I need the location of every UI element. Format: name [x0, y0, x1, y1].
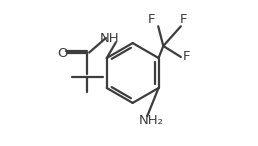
Text: F: F [180, 13, 188, 26]
Text: O: O [57, 47, 67, 60]
Text: F: F [183, 50, 190, 63]
Text: F: F [148, 13, 155, 26]
Text: NH: NH [100, 32, 120, 45]
Text: NH₂: NH₂ [138, 114, 163, 127]
